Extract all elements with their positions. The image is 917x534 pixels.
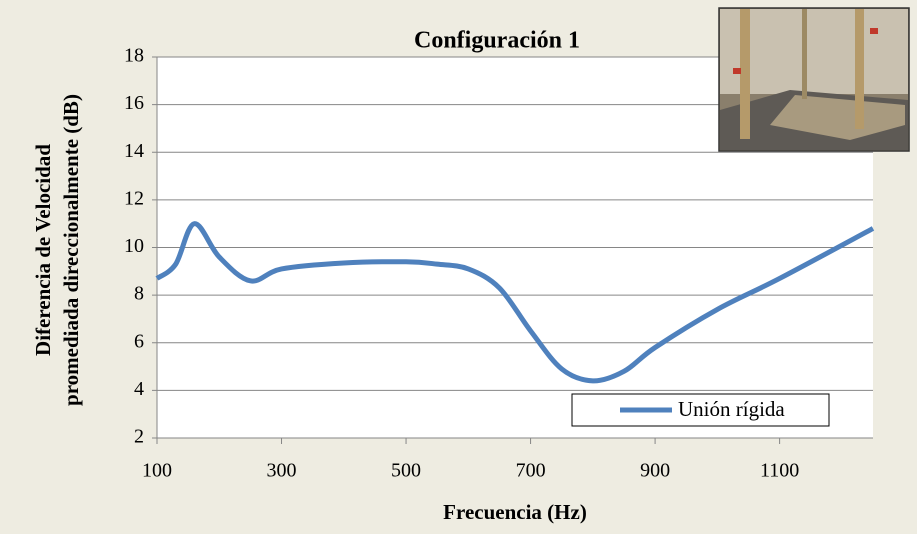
x-tick-label: 1100 — [760, 460, 799, 482]
y-tick-label: 18 — [124, 45, 144, 67]
x-tick-label: 300 — [267, 460, 297, 482]
x-tick-label: 100 — [142, 460, 172, 482]
legend-box — [571, 393, 830, 427]
y-axis-title: Diferencia de Velocidad promediada direc… — [31, 94, 83, 406]
y-tick-label: 2 — [134, 426, 144, 448]
photo-post — [740, 9, 750, 139]
x-axis-title: Frecuencia (Hz) — [443, 500, 587, 524]
y-tick-label: 10 — [124, 235, 144, 257]
y-tick-label: 12 — [124, 187, 144, 209]
photo-frame-base — [770, 95, 905, 140]
series-line — [155, 221, 875, 384]
y-axis-title-line: promediada direccionalmente (dB) — [59, 94, 83, 406]
x-tick-label: 700 — [516, 460, 546, 482]
x-tick-label: 900 — [640, 460, 670, 482]
inset-photo — [718, 7, 910, 152]
y-tick-label: 8 — [134, 283, 144, 305]
y-axis-title-line: Diferencia de Velocidad — [31, 144, 55, 356]
photo-post — [855, 9, 864, 129]
plot — [155, 221, 875, 384]
y-tick-label: 4 — [134, 378, 144, 400]
y-tick-label: 6 — [134, 330, 144, 352]
legend: Unión rígida — [571, 393, 830, 427]
photo-clamp — [870, 28, 878, 34]
legend-label: Unión rígida — [678, 397, 785, 421]
chart-title: Configuración 1 — [414, 28, 580, 54]
photo-post — [802, 9, 807, 99]
y-tick-label: 16 — [124, 92, 144, 114]
photo-clamp — [733, 68, 741, 74]
x-tick-label: 500 — [391, 460, 421, 482]
photo-wall — [720, 9, 908, 94]
y-tick-label: 14 — [124, 140, 144, 162]
